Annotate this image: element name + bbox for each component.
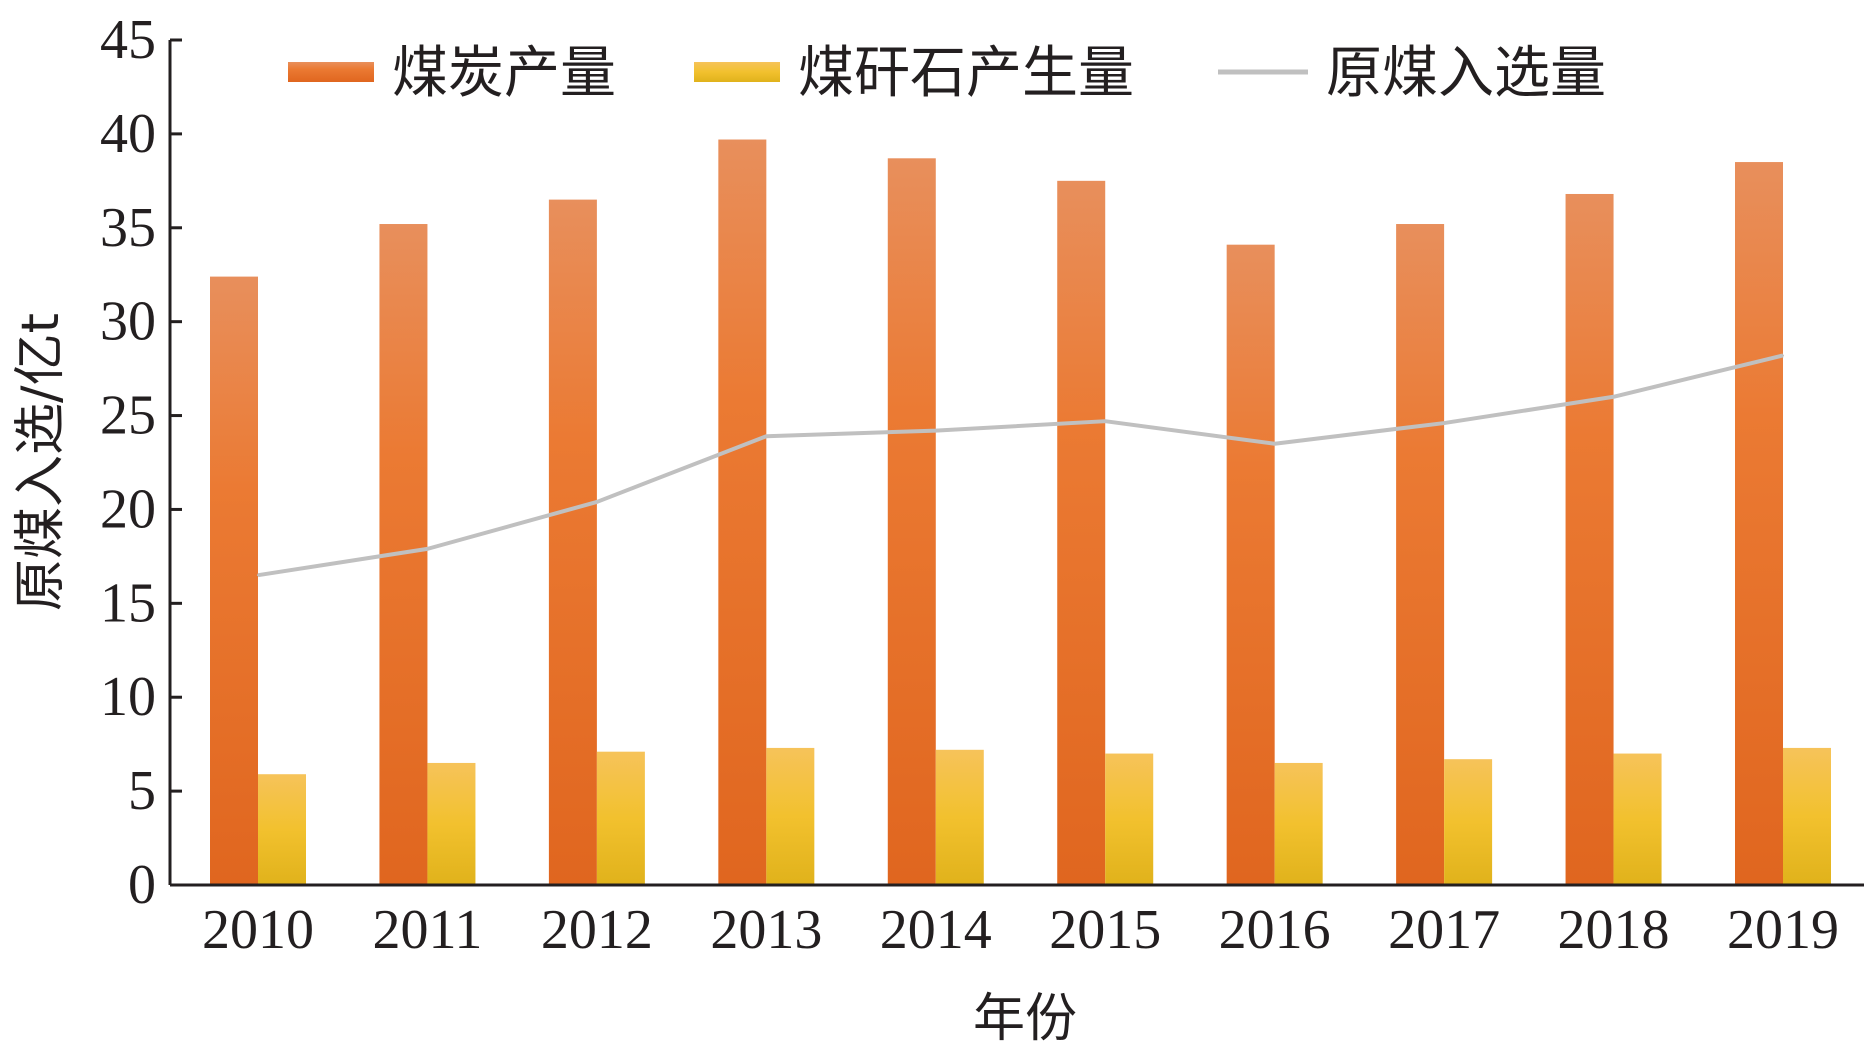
y-tick-label: 5 [128,760,156,822]
bar-gangue-production [1783,747,1831,885]
line-point-raw-coal-washed [1782,354,1784,357]
y-ticks: 0 5 10 15 20 25 30 35 40 45 [100,9,182,916]
bar-gangue-production [1444,759,1493,885]
legend-swatch-gangue [694,62,780,82]
line-point-raw-coal-washed [426,547,429,550]
bar-coal-production [1396,224,1445,885]
x-axis-title: 年份 [973,989,1077,1048]
y-tick-label: 45 [100,9,156,71]
x-tick-label: 2019 [1727,899,1839,961]
bar-coal-production [887,158,936,886]
bar-gangue-production [258,774,306,885]
legend-item-washed: 原煤入选量 [1218,41,1606,106]
legend-label-coal: 煤炭产量 [392,41,616,106]
x-ticks: 2010 2011 2012 2013 2014 2015 2016 2017 2018 2019 [202,899,1839,961]
legend-item-gangue: 煤矸石产生量 [694,41,1134,106]
line-point-raw-coal-washed [595,500,598,503]
legend-label-gangue: 煤矸石产生量 [798,41,1134,106]
y-tick-label: 10 [100,666,156,728]
x-tick-label: 2016 [1219,899,1331,961]
bar-coal-production [1735,162,1783,886]
y-tick-label: 40 [100,103,156,165]
bar-gangue-production [1105,753,1154,885]
legend-label-washed: 原煤入选量 [1326,41,1606,106]
x-tick-label: 2010 [202,899,314,961]
y-tick-label: 15 [100,572,156,634]
line-point-raw-coal-washed [1443,422,1446,425]
line-point-raw-coal-washed [765,435,768,438]
x-tick-label: 2018 [1558,899,1670,961]
x-tick-label: 2017 [1388,899,1500,961]
bar-coal-production [548,199,597,886]
bar-coal-production [1057,180,1106,886]
bar-gangue-production [766,747,815,885]
x-tick-label: 2011 [372,899,482,961]
y-tick-label: 30 [100,291,156,353]
legend-item-coal: 煤炭产量 [288,41,616,106]
legend: 煤炭产量 煤矸石产生量 原煤入选量 [288,41,1606,106]
bar-gangue-production [1613,753,1662,885]
x-tick-label: 2014 [880,899,992,961]
line-point-raw-coal-washed [257,574,259,577]
bar-gangue-production [935,749,984,885]
bar-coal-production [1226,244,1275,885]
legend-swatch-coal [288,62,374,82]
bar-gangue-production [1274,762,1323,885]
x-tick-label: 2013 [710,899,822,961]
x-tick-label: 2015 [1049,899,1161,961]
x-tick-label: 2012 [541,899,653,961]
line-layer [257,353,1784,578]
bar-coal-production [210,276,258,886]
y-axis-title: 原煤入选/亿t [11,313,71,611]
bar-coal-production [718,139,767,885]
line-point-raw-coal-washed [1104,420,1107,423]
y-tick-label: 20 [100,478,156,540]
line-point-raw-coal-washed [1273,442,1276,445]
bar-gangue-production [427,762,476,885]
y-tick-label: 35 [100,197,156,259]
y-tick-label: 25 [100,385,156,447]
line-raw-coal-washed [257,353,1784,578]
bar-gangue-production [596,751,645,885]
y-tick-label: 0 [128,854,156,916]
bars-layer [210,139,1831,886]
bar-coal-production [1565,193,1614,885]
line-point-raw-coal-washed [934,429,937,432]
line-point-raw-coal-washed [1612,395,1615,398]
